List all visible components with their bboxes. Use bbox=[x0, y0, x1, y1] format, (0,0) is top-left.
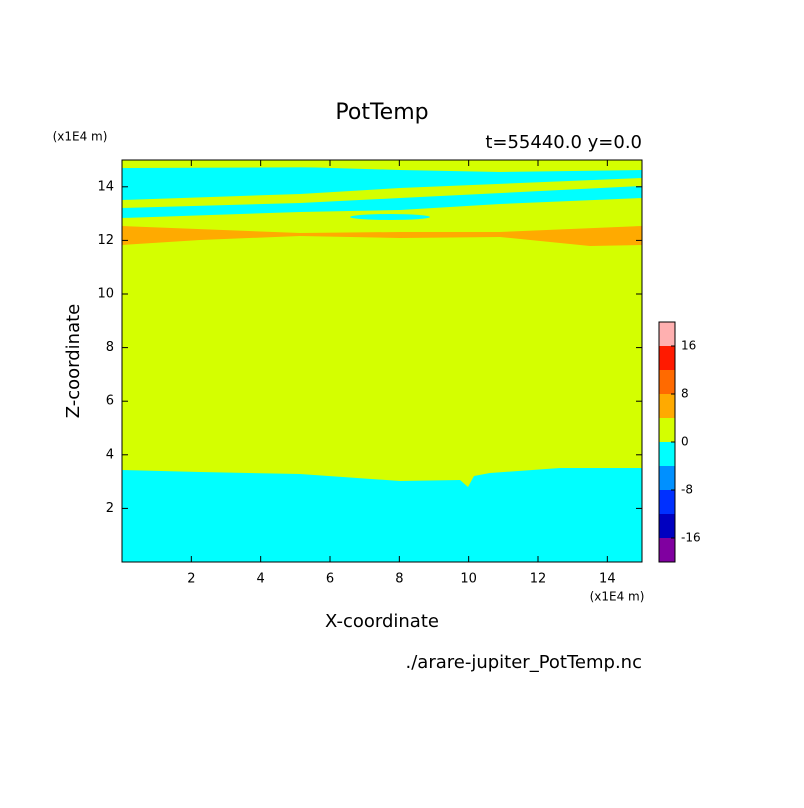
y-tick-label: 6 bbox=[106, 394, 114, 409]
x-axis-label: X-coordinate bbox=[325, 611, 439, 632]
colorbar-box bbox=[659, 442, 675, 466]
colorbar-box bbox=[659, 370, 675, 394]
y-tick-label: 10 bbox=[97, 287, 114, 302]
plot-frame bbox=[121, 159, 643, 563]
colorbar-box bbox=[659, 538, 675, 562]
y-tick-label: 14 bbox=[97, 179, 114, 194]
colorbar-box bbox=[659, 466, 675, 490]
y-tick-label: 8 bbox=[106, 340, 114, 355]
y-tick-label: 2 bbox=[106, 501, 114, 516]
region bbox=[122, 226, 642, 246]
colorbar-box bbox=[659, 346, 675, 370]
chart-title: PotTemp bbox=[335, 100, 428, 125]
colorbar-tick-label: -8 bbox=[681, 483, 693, 497]
colorbar-box bbox=[659, 322, 675, 346]
x-tick-label: 6 bbox=[326, 572, 334, 587]
subtitle: t=55440.0 y=0.0 bbox=[485, 132, 642, 153]
x-tick-label: 2 bbox=[187, 572, 195, 587]
colorbar-tick-label: 8 bbox=[681, 387, 689, 401]
y-axis-label: Z-coordinate bbox=[63, 304, 84, 419]
x-tick-label: 4 bbox=[257, 572, 265, 587]
x-tick-label: 12 bbox=[530, 572, 547, 587]
x-tick-label: 10 bbox=[460, 572, 477, 587]
colorbar-box bbox=[659, 490, 675, 514]
colorbar-box bbox=[659, 394, 675, 418]
colorbar-tick-label: 0 bbox=[681, 435, 689, 449]
x-tick-label: 8 bbox=[395, 572, 403, 587]
y-tick-label: 4 bbox=[106, 447, 114, 462]
source-file: ./arare-jupiter_PotTemp.nc bbox=[406, 652, 642, 673]
colorbar-box bbox=[659, 418, 675, 442]
colorbar-tick-label: 16 bbox=[681, 339, 696, 353]
region bbox=[122, 178, 642, 208]
colorbar-tick-label: -16 bbox=[681, 531, 701, 545]
y-unit: (x1E4 m) bbox=[53, 130, 108, 144]
y-tick-label: 12 bbox=[97, 233, 114, 248]
region bbox=[350, 214, 430, 220]
contour-field bbox=[122, 160, 642, 562]
colorbar-box bbox=[659, 514, 675, 538]
x-tick-label: 14 bbox=[599, 572, 616, 587]
region bbox=[122, 468, 642, 562]
region bbox=[122, 160, 642, 172]
x-unit: (x1E4 m) bbox=[590, 590, 645, 604]
